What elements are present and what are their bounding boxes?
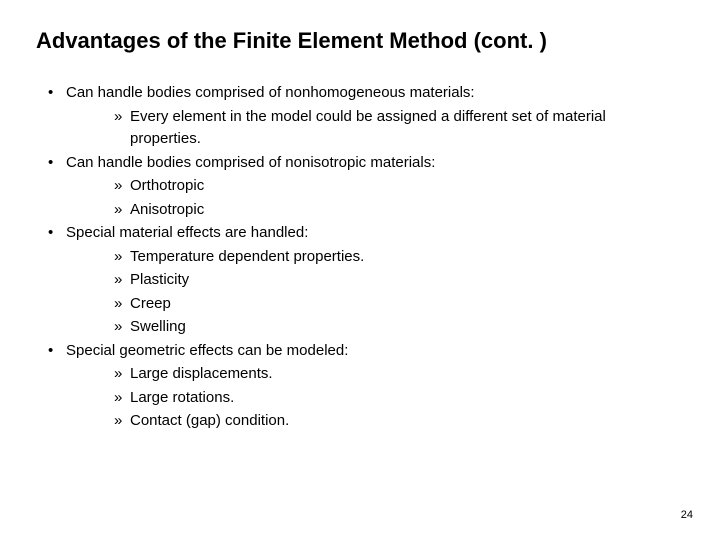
sub-bullet-item: Contact (gap) condition. bbox=[36, 410, 683, 433]
sub-bullet-item: Temperature dependent properties. bbox=[36, 246, 683, 269]
sub-bullet-item: Anisotropic bbox=[36, 199, 683, 222]
bullet-item: Special material effects are handled: bbox=[36, 222, 683, 245]
bullet-item: Can handle bodies comprised of nonhomoge… bbox=[36, 82, 683, 105]
sub-bullet-item: Orthotropic bbox=[36, 175, 683, 198]
sub-bullet-item: Plasticity bbox=[36, 269, 683, 292]
bullet-item: Can handle bodies comprised of nonisotro… bbox=[36, 152, 683, 175]
sub-bullet-item: Creep bbox=[36, 293, 683, 316]
slide-title: Advantages of the Finite Element Method … bbox=[36, 28, 683, 54]
sub-bullet-item: Swelling bbox=[36, 316, 683, 339]
slide-content: Can handle bodies comprised of nonhomoge… bbox=[36, 82, 683, 433]
sub-bullet-item: Large rotations. bbox=[36, 387, 683, 410]
sub-bullet-item: Large displacements. bbox=[36, 363, 683, 386]
bullet-item: Special geometric effects can be modeled… bbox=[36, 340, 683, 363]
sub-bullet-item: Every element in the model could be assi… bbox=[36, 106, 683, 151]
page-number: 24 bbox=[681, 509, 693, 521]
